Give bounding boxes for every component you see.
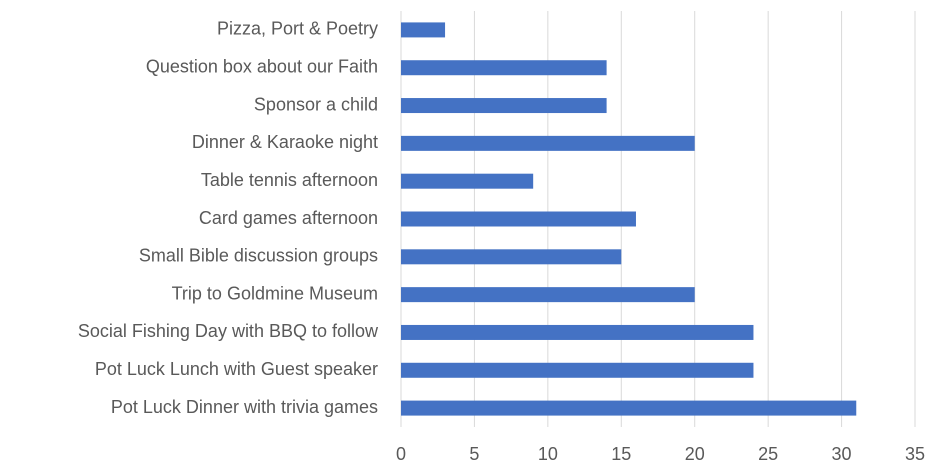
- x-tick-label: 0: [396, 444, 406, 464]
- y-tick-label: Social Fishing Day with BBQ to follow: [78, 321, 379, 341]
- y-tick-label: Pizza, Port & Poetry: [217, 19, 378, 39]
- bar: [401, 135, 695, 151]
- y-tick-label: Card games afternoon: [199, 208, 378, 228]
- bar: [401, 287, 695, 303]
- y-tick-label: Pot Luck Dinner with trivia games: [111, 397, 378, 417]
- bar: [401, 173, 534, 189]
- bar: [401, 400, 857, 416]
- bar: [401, 22, 446, 38]
- x-tick-label: 10: [538, 444, 558, 464]
- y-tick-label: Table tennis afternoon: [201, 170, 378, 190]
- x-tick-label: 20: [685, 444, 705, 464]
- x-tick-label: 35: [905, 444, 925, 464]
- x-tick-label: 5: [469, 444, 479, 464]
- bar: [401, 249, 622, 265]
- x-tick-label: 30: [832, 444, 852, 464]
- y-tick-label: Pot Luck Lunch with Guest speaker: [95, 359, 378, 379]
- bar: [401, 98, 607, 114]
- bar: [401, 362, 754, 378]
- x-tick-label: 25: [758, 444, 778, 464]
- y-tick-label: Trip to Goldmine Museum: [172, 283, 378, 303]
- bar: [401, 211, 636, 227]
- x-tick-label: 15: [611, 444, 631, 464]
- y-tick-label: Dinner & Karaoke night: [192, 132, 378, 152]
- bar: [401, 60, 607, 76]
- bar: [401, 324, 754, 340]
- y-tick-label: Small Bible discussion groups: [139, 246, 378, 266]
- y-tick-label: Question box about our Faith: [146, 56, 378, 76]
- y-tick-label: Sponsor a child: [254, 94, 378, 114]
